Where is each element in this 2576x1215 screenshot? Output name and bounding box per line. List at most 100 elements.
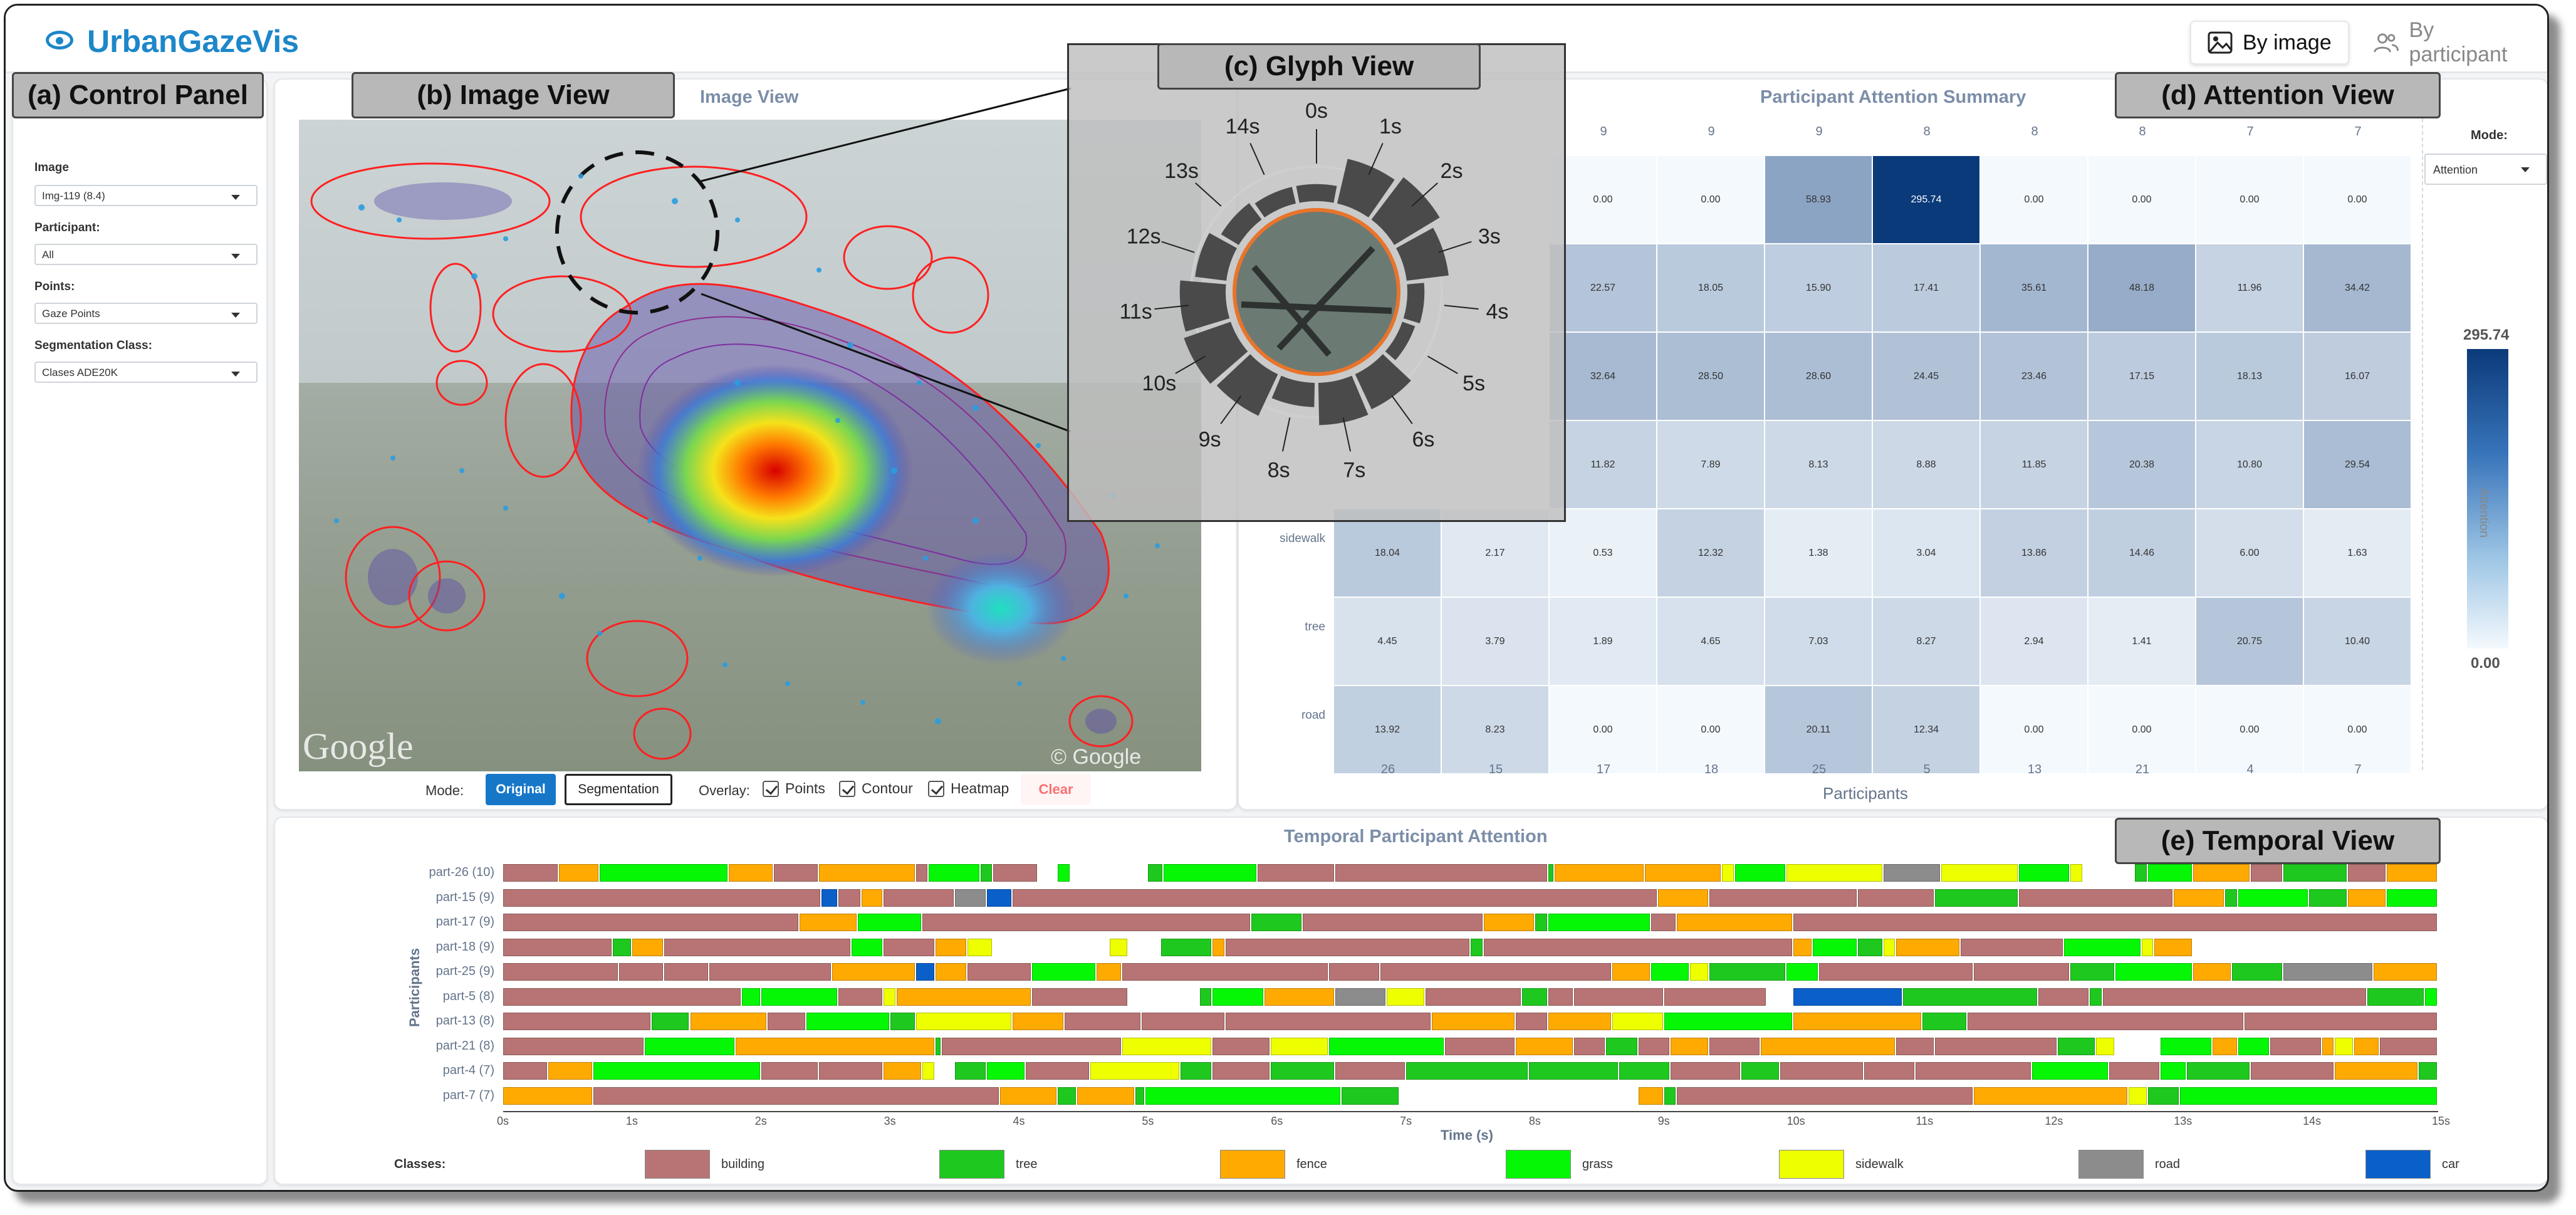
- timeline-segment-building[interactable]: [503, 963, 618, 981]
- timeline-segment-fence[interactable]: [1013, 1013, 1063, 1030]
- timeline-segment-fence[interactable]: [503, 1087, 593, 1105]
- timeline-segment-tree[interactable]: [1270, 1062, 1334, 1080]
- timeline-segment-building[interactable]: [1380, 963, 1612, 981]
- timeline-segment-sidewalk[interactable]: [1883, 938, 1895, 956]
- timeline-segment-fence[interactable]: [2193, 963, 2231, 981]
- timeline-segment-fence[interactable]: [1077, 1087, 1134, 1105]
- timeline-segment-tree[interactable]: [1664, 1087, 1676, 1105]
- timeline-segment-building[interactable]: [838, 889, 861, 907]
- timeline-segment-building[interactable]: [1638, 1037, 1670, 1055]
- timeline-segment-building[interactable]: [1709, 889, 1857, 907]
- heatmap-cell[interactable]: 3.79: [1442, 598, 1548, 685]
- timeline-segment-building[interactable]: [1335, 864, 1547, 882]
- timeline-segment-sidewalk[interactable]: [915, 1013, 1012, 1030]
- heatmap-cell[interactable]: 0.00: [1657, 686, 1764, 773]
- heatmap-cell[interactable]: 22.57: [1550, 244, 1656, 331]
- timeline-segment-sidewalk[interactable]: [1689, 963, 1708, 981]
- overlay-heatmap-checkbox[interactable]: Heatmap: [928, 780, 1009, 797]
- heatmap-cell[interactable]: 15.90: [1765, 244, 1872, 331]
- timeline-segment-fence[interactable]: [832, 963, 915, 981]
- timeline-segment-building[interactable]: [1961, 938, 2063, 956]
- heatmap-cell[interactable]: 0.00: [2196, 156, 2303, 243]
- heatmap-cell[interactable]: 1.63: [2304, 509, 2411, 597]
- timeline-segment-grass[interactable]: [1651, 963, 1689, 981]
- heatmap-cell[interactable]: 2.94: [1981, 598, 2087, 685]
- timeline-segment-tree[interactable]: [1857, 938, 1882, 956]
- timeline-segment-fence[interactable]: [1973, 1087, 2127, 1105]
- timeline-segment-fence[interactable]: [2335, 1062, 2418, 1080]
- timeline-segment-fence[interactable]: [1671, 1037, 1708, 1055]
- timeline-segment-building[interactable]: [1013, 889, 1657, 907]
- timeline-segment-building[interactable]: [2270, 1037, 2321, 1055]
- timeline-segment-building[interactable]: [1335, 1062, 1405, 1080]
- timeline-segment-grass[interactable]: [600, 864, 728, 882]
- timeline-segment-building[interactable]: [768, 1013, 805, 1030]
- heatmap-cell[interactable]: 2.17: [1442, 509, 1548, 597]
- heatmap-cell[interactable]: 0.00: [2088, 686, 2195, 773]
- timeline-segment-building[interactable]: [2347, 864, 2386, 882]
- timeline-segment-fence[interactable]: [1548, 1013, 1612, 1030]
- timeline-segment-car[interactable]: [1793, 988, 1902, 1006]
- timeline-segment-building[interactable]: [2018, 889, 2172, 907]
- timeline-segment-building[interactable]: [1818, 963, 1973, 981]
- timeline-segment-tree[interactable]: [612, 938, 631, 956]
- heatmap-cell[interactable]: 6.00: [2196, 509, 2303, 597]
- timeline-segment-sidewalk[interactable]: [2096, 1037, 2115, 1055]
- timeline-segment-building[interactable]: [2102, 988, 2366, 1006]
- timeline-segment-tree[interactable]: [1471, 938, 1483, 956]
- timeline-segment-building[interactable]: [1025, 1062, 1089, 1080]
- heatmap-cell[interactable]: 14.46: [2088, 509, 2195, 597]
- timeline-segment-tree[interactable]: [1342, 1087, 1399, 1105]
- heatmap-cell[interactable]: 11.96: [2196, 244, 2303, 331]
- timeline-segment-tree[interactable]: [980, 864, 993, 882]
- timeline-segment-tree[interactable]: [1528, 1062, 1618, 1080]
- timeline-segment-grass[interactable]: [1145, 1087, 1341, 1105]
- timeline-segment-building[interactable]: [1573, 1037, 1605, 1055]
- timeline-segment-building[interactable]: [1328, 963, 1379, 981]
- heatmap-cell[interactable]: 4.65: [1657, 598, 1764, 685]
- timeline-segment-grass[interactable]: [851, 938, 883, 956]
- timeline-segment-building[interactable]: [1664, 988, 1766, 1006]
- heatmap-cell[interactable]: 18.05: [1657, 244, 1764, 331]
- timeline-segment-fence[interactable]: [1483, 914, 1534, 931]
- timeline-segment-building[interactable]: [2038, 988, 2089, 1006]
- attention-mode-select[interactable]: Attention: [2424, 154, 2547, 185]
- timeline-segment-tree[interactable]: [2057, 1037, 2095, 1055]
- timeline-segment-fence[interactable]: [999, 1087, 1057, 1105]
- timeline-segment-fence[interactable]: [2354, 1037, 2379, 1055]
- heatmap-cell[interactable]: 0.00: [2304, 156, 2411, 243]
- timeline-segment-tree[interactable]: [1160, 938, 1212, 956]
- timeline-segment-fence[interactable]: [1896, 938, 1960, 956]
- timeline-segment-tree[interactable]: [2070, 963, 2115, 981]
- timeline-segment-grass[interactable]: [987, 1062, 1025, 1080]
- timeline-segment-tree[interactable]: [1522, 988, 1547, 1006]
- timeline-segment-building[interactable]: [993, 864, 1038, 882]
- timeline-segment-fence[interactable]: [2386, 864, 2437, 882]
- participant-select[interactable]: All: [34, 244, 258, 265]
- heatmap-cell[interactable]: 0.00: [1550, 686, 1656, 773]
- heatmap-cell[interactable]: 8.88: [1873, 421, 1979, 508]
- timeline-segment-fence[interactable]: [884, 1062, 922, 1080]
- timeline-segment-grass[interactable]: [806, 1013, 889, 1030]
- heatmap-cell[interactable]: 24.45: [1873, 333, 1979, 420]
- timeline-segment-fence[interactable]: [1644, 864, 1721, 882]
- timeline-segment-grass[interactable]: [1328, 1037, 1444, 1055]
- timeline-segment-building[interactable]: [1258, 864, 1334, 882]
- timeline-segment-building[interactable]: [1225, 938, 1469, 956]
- timeline-segment-grass[interactable]: [2238, 889, 2308, 907]
- timeline-segment-fence[interactable]: [1793, 938, 1812, 956]
- timeline-segment-building[interactable]: [1548, 988, 1573, 1006]
- timeline-segment-grass[interactable]: [2147, 864, 2192, 882]
- timeline-segment-sidewalk[interactable]: [2070, 864, 2082, 882]
- heatmap-cell[interactable]: 18.13: [2196, 333, 2303, 420]
- timeline-segment-fence[interactable]: [1516, 1037, 1573, 1055]
- image-select[interactable]: Img-119 (8.4): [34, 185, 258, 206]
- street-image[interactable]: Google © Google: [299, 120, 1201, 771]
- heatmap-cell[interactable]: 17.41: [1873, 244, 1979, 331]
- timeline-segment-tree[interactable]: [954, 1062, 986, 1080]
- timeline-segment-grass[interactable]: [1664, 1013, 1792, 1030]
- heatmap-cell[interactable]: 35.61: [1981, 244, 2087, 331]
- original-mode-button[interactable]: Original: [486, 774, 556, 805]
- timeline-segment-road[interactable]: [1883, 864, 1941, 882]
- timeline-segment-tree[interactable]: [1741, 1062, 1780, 1080]
